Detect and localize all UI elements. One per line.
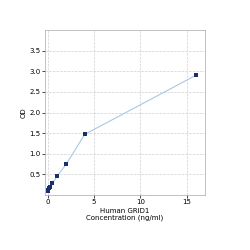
Point: [50, 182, 54, 186]
Point: [46, 188, 50, 192]
Point: [47, 186, 51, 190]
Point: [46, 189, 50, 193]
Point: [64, 162, 68, 166]
X-axis label: Human GRID1
Concentration (ng/ml): Human GRID1 Concentration (ng/ml): [86, 208, 164, 222]
Point: [55, 174, 59, 178]
Point: [48, 185, 52, 189]
Y-axis label: OD: OD: [21, 107, 27, 118]
Point: [194, 74, 198, 78]
Point: [83, 132, 87, 136]
